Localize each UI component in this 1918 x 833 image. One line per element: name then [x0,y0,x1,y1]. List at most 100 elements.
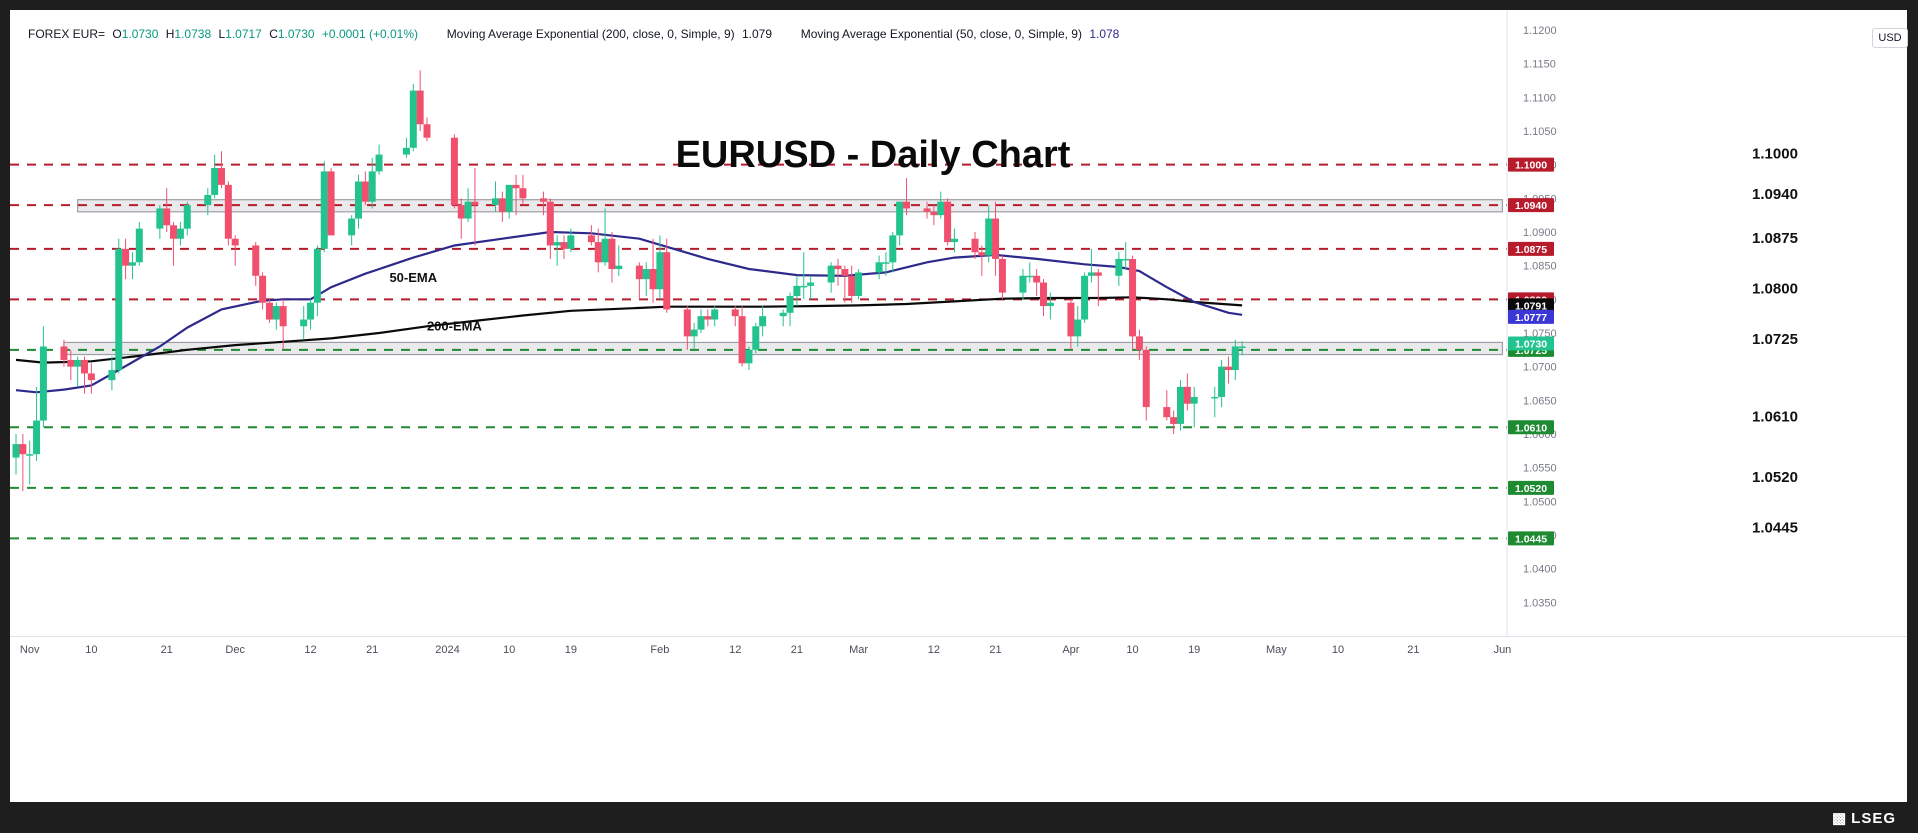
candle [1218,359,1226,408]
candle [1115,252,1123,286]
candle [231,235,239,266]
level-badge-label: 1.0610 [1515,422,1547,434]
level-badge-label: 1.0520 [1515,483,1547,495]
candle [1019,269,1027,300]
candle [81,356,88,394]
candle [731,306,739,327]
candle-body [348,218,356,236]
candle-body [74,359,82,367]
ma50-label[interactable]: Moving Average Exponential (50, close, 0… [800,27,1082,41]
chart-canvas[interactable]: 1.1000 1.0940 1.0875 1.0800 1.0725 1.0610 1.05… [10,10,1907,802]
candle [402,137,410,158]
candles-layer [12,70,1246,492]
level-label: 1.0875 [1752,230,1798,247]
candle [711,306,719,327]
candle [841,265,849,303]
candle [224,181,232,246]
y-tick-label: 1.0850 [1523,261,1557,273]
candle-body [896,201,904,236]
x-tick-label: 21 [161,644,173,656]
price-badge [1508,309,1554,324]
low-value: 1.0717 [225,27,262,41]
candle [656,235,664,300]
price-badge [1508,336,1554,351]
candle-body [409,90,417,148]
candle [635,262,643,300]
candle-body [512,184,520,189]
candle [896,201,904,246]
candle-body [587,235,595,243]
x-tick-label: 21 [1407,644,1419,656]
level-badge-label: 1.0940 [1515,200,1547,212]
candle [252,242,260,286]
candle-body [745,349,753,364]
candle [1183,373,1191,411]
candle [464,188,472,222]
candle [950,228,958,253]
candle-body [60,346,68,360]
level-badge-label: 1.0445 [1515,533,1547,545]
currency-button[interactable]: USD [1872,28,1908,48]
candle [1177,380,1184,431]
candle-body [355,181,362,219]
candle [67,349,75,381]
y-tick-label: 1.0900 [1523,227,1557,239]
candle-body [87,373,95,381]
candle-body [800,285,808,288]
ma200-label[interactable]: Moving Average Exponential (200, close, … [446,27,735,41]
candle [560,235,568,259]
candle [985,205,993,263]
candle-body [33,420,41,455]
candle-body [272,306,280,320]
x-tick-label: Dec [225,644,245,656]
level-badge [1508,480,1554,495]
candle-body [642,269,650,280]
candle [587,225,595,246]
y-tick-label: 1.0700 [1523,362,1557,374]
lseg-logo-icon: ▩ [1831,810,1848,827]
y-tick-label: 1.1050 [1523,126,1557,138]
candle [492,181,499,212]
candle-body [1177,386,1184,424]
y-tick-label: 1.0400 [1523,564,1557,576]
candle [135,221,143,266]
candle-body [81,359,88,374]
candle-body [128,262,136,266]
level-label: 1.0610 [1752,408,1798,425]
candle [649,238,657,303]
candle [642,262,650,296]
candle [498,191,506,222]
candle-body [752,326,760,350]
level-label: 1.0520 [1752,469,1798,486]
candle-body [1163,407,1171,418]
candle-body [39,346,47,421]
candle-body [163,208,171,226]
candle [690,322,698,350]
symbol-label[interactable]: FOREX EUR= [28,27,106,41]
candle [33,386,41,461]
candle [1224,356,1232,384]
x-tick-label: 10 [85,644,97,656]
candle-body [519,188,527,199]
axes-layer: 1.03501.04001.04501.05001.05501.06001.06… [10,10,1907,656]
candle-body [416,90,424,125]
candle [355,174,362,229]
candle [546,198,554,259]
candle-body [937,201,945,216]
candle-body [1238,346,1246,348]
y-tick-label: 1.0550 [1523,463,1557,475]
candle-body [567,235,575,249]
candle [211,154,219,199]
candle-body [683,309,691,337]
ema-annotation: 200-EMA [427,318,483,333]
candle [1046,292,1054,320]
candle [567,228,575,253]
candle-body [498,198,506,212]
candle [423,117,431,142]
candle-body [211,168,219,195]
candle-body [882,262,890,264]
candle-body [807,282,815,286]
price-badge-label: 1.0777 [1515,312,1547,324]
candle-body [923,208,931,212]
x-tick-label: Jun [1494,644,1512,656]
